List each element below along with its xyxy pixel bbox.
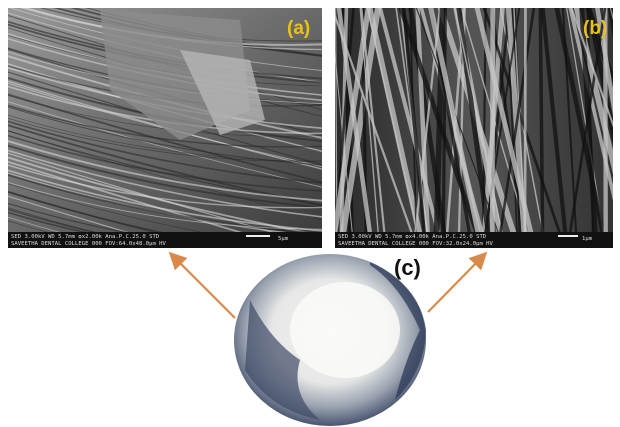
texture	[335, 8, 613, 232]
streak	[8, 202, 128, 232]
sample-photo	[234, 254, 426, 426]
scale-text: 5μm	[278, 236, 289, 242]
streak	[570, 8, 613, 128]
streak	[433, 8, 446, 232]
streak	[8, 208, 97, 232]
streak	[8, 216, 60, 232]
info-text: SAVEETHA DENTAL COLLEGE 000 FOV:32.0x24.…	[338, 241, 494, 247]
streak	[180, 50, 265, 135]
streak	[8, 144, 322, 209]
panel-a: SED 3.00kV WD 5.7mm ✪x2.00k Ana.P.C.25.0…	[8, 8, 322, 248]
streak	[8, 169, 322, 232]
stain	[245, 300, 320, 420]
streak	[8, 220, 49, 232]
highlight	[290, 282, 400, 378]
info-text: SAVEETHA DENTAL COLLEGE 000 FOV:64.0x48.…	[11, 241, 167, 247]
streak	[8, 106, 322, 166]
streak	[8, 120, 322, 184]
streak	[335, 8, 372, 232]
streak	[441, 8, 447, 232]
streak	[8, 211, 88, 232]
streak	[8, 134, 322, 192]
streak	[8, 173, 312, 232]
streak	[456, 8, 491, 232]
streak	[415, 8, 499, 232]
sample-label: (c)	[394, 255, 421, 280]
streak	[8, 95, 322, 137]
streak	[568, 8, 613, 201]
arrow	[168, 251, 236, 319]
streak	[8, 181, 322, 230]
panel-label: (b)	[583, 18, 607, 39]
scale-bar	[558, 235, 578, 237]
streak	[540, 8, 568, 232]
streak	[568, 8, 607, 232]
texture	[8, 8, 322, 232]
streak	[335, 8, 336, 13]
scale-text: 1μm	[582, 236, 593, 242]
streak	[499, 8, 536, 232]
streak	[340, 8, 382, 232]
streak	[8, 207, 95, 232]
info-text: SED 3.00kV WD 5.7mm ✪x2.00k Ana.P.C.25.0…	[11, 234, 160, 240]
streak	[415, 8, 430, 232]
streak	[8, 164, 322, 209]
streak	[8, 117, 322, 162]
streak	[8, 183, 203, 232]
streak	[8, 104, 322, 148]
streak	[8, 195, 129, 232]
streak	[402, 8, 426, 232]
scale-bar	[246, 235, 270, 237]
streak	[336, 8, 373, 232]
info-text: SED 3.00kV WD 5.7mm ✪x4.00k Ana.P.C.25.0…	[338, 234, 487, 240]
streak	[366, 8, 423, 232]
stain	[370, 262, 426, 400]
info-bar	[8, 232, 322, 248]
streak	[8, 190, 158, 232]
streak	[8, 114, 322, 162]
streak	[482, 8, 561, 232]
streak	[8, 140, 322, 202]
streak	[8, 130, 322, 220]
streak	[8, 149, 322, 218]
streak	[489, 8, 496, 232]
streak	[554, 8, 606, 232]
streak	[538, 8, 545, 232]
streak	[335, 8, 338, 232]
streak	[8, 82, 322, 168]
streak	[378, 8, 441, 232]
arrow	[427, 251, 488, 313]
info-bar	[335, 232, 613, 248]
streak	[474, 8, 534, 232]
streak	[428, 8, 481, 232]
panel-b: SED 3.00kV WD 5.7mm ✪x4.00k Ana.P.C.25.0…	[335, 8, 613, 248]
panel-label: (a)	[287, 18, 310, 39]
